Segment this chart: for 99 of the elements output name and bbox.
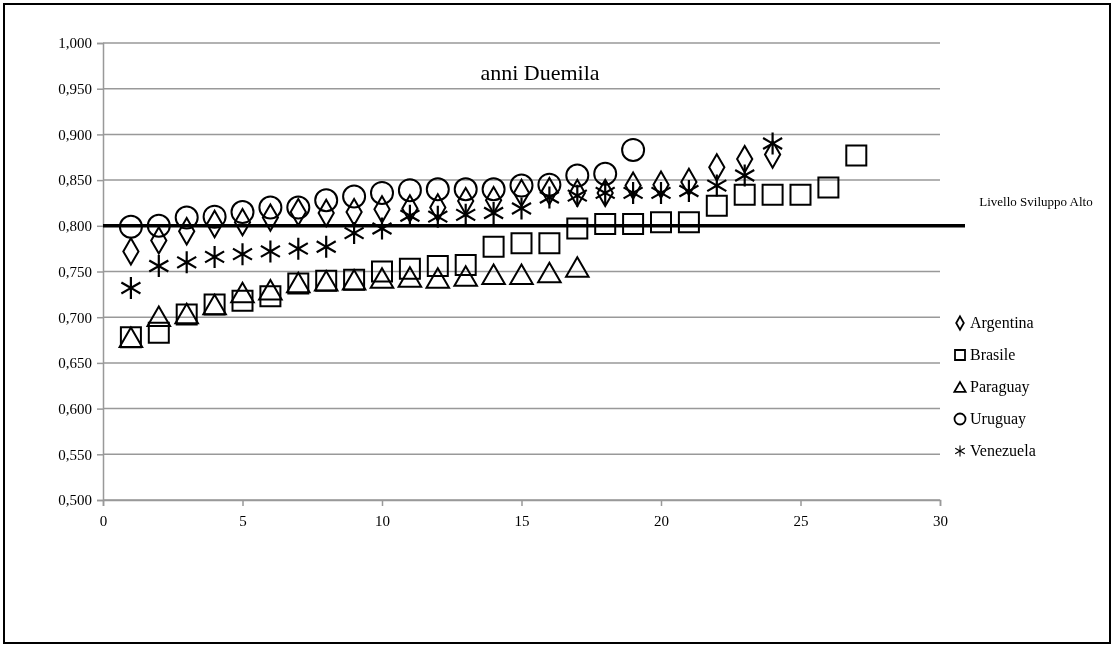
point: [481, 263, 506, 285]
point: [705, 194, 728, 217]
point: [371, 260, 393, 283]
point: [453, 177, 478, 202]
legend-label: Brasile: [970, 346, 1016, 363]
y-tick-label: 0,950: [58, 81, 92, 97]
point: [426, 255, 449, 278]
y-tick-label: 0,650: [58, 355, 92, 372]
y-tick-label: 0,500: [58, 492, 92, 509]
point: [593, 161, 618, 186]
point: [397, 178, 422, 203]
legend-label: Venezuela: [970, 442, 1036, 459]
point: [845, 144, 868, 167]
x-tick-label: 10: [375, 512, 390, 529]
point: [147, 321, 170, 344]
y-tick-label: 0,700: [58, 309, 92, 326]
point: [621, 137, 646, 162]
point: [594, 212, 617, 235]
point: [397, 266, 423, 288]
point: [481, 177, 506, 202]
point: [733, 183, 756, 206]
y-tick-label: 0,850: [58, 172, 92, 189]
point: [370, 180, 394, 205]
point: [622, 212, 645, 235]
x-tick-label: 5: [239, 512, 247, 529]
point: [427, 205, 448, 228]
ref-line-label: Livello Sviluppo Alto: [979, 193, 1093, 209]
legend-label: Argentina: [970, 314, 1034, 332]
text: anni Duemila: [480, 60, 600, 85]
point: [425, 177, 450, 202]
point: [565, 256, 590, 278]
x-tick-label: 30: [933, 512, 948, 529]
legend-label: Paraguay: [970, 378, 1030, 396]
point: [342, 184, 367, 209]
point: [118, 214, 143, 239]
point: [258, 279, 283, 301]
point: [761, 183, 784, 206]
point: [706, 174, 727, 197]
point: [817, 176, 840, 199]
point: [230, 281, 255, 304]
legend-label: Uruguay: [970, 410, 1026, 428]
point: [510, 232, 533, 255]
point: [259, 285, 282, 308]
point: [260, 240, 281, 263]
y-tick-label: 0,600: [58, 400, 92, 417]
point: [789, 183, 812, 206]
point: [176, 251, 197, 274]
x-tick-label: 0: [99, 512, 108, 529]
point: [566, 217, 589, 240]
point: [567, 184, 588, 207]
point: [623, 181, 644, 204]
x-tick-label: 25: [793, 512, 809, 529]
y-tick-label: 0,900: [58, 126, 92, 143]
x-tick-label: 15: [514, 512, 530, 529]
point: [539, 186, 560, 209]
y-tick-label: 0,750: [58, 263, 92, 280]
point: [369, 267, 395, 289]
point: [202, 204, 227, 229]
point: [230, 200, 255, 225]
point: [148, 255, 169, 278]
point: [258, 195, 283, 220]
point: [678, 180, 699, 203]
point: [232, 243, 253, 266]
point: [344, 222, 365, 245]
point: [146, 213, 171, 238]
point: [371, 217, 393, 240]
y-tick-label: 1,000: [58, 35, 92, 52]
point: [454, 254, 477, 277]
y-tick-label: 0,550: [58, 446, 92, 463]
point: [537, 261, 562, 284]
x-tick-label: 20: [654, 512, 669, 529]
point: [314, 188, 339, 213]
point: [425, 267, 451, 289]
point: [650, 211, 672, 234]
y-tick-label: 0,800: [58, 218, 92, 235]
point: [455, 203, 476, 226]
point: [120, 276, 141, 299]
point: [174, 205, 199, 230]
point: [204, 245, 225, 268]
point: [734, 164, 755, 187]
point: [399, 204, 420, 227]
point: [146, 305, 172, 328]
point: [316, 235, 337, 258]
point: [677, 211, 700, 234]
point: [650, 181, 672, 204]
point: [538, 232, 561, 255]
point: [511, 197, 532, 220]
point: [231, 289, 254, 312]
point: [537, 172, 562, 197]
point: [762, 132, 783, 155]
point: [398, 257, 421, 280]
point: [453, 265, 478, 287]
point: [288, 237, 309, 260]
point: [286, 195, 311, 220]
point: [509, 173, 534, 198]
point: [509, 263, 534, 285]
point: [483, 202, 504, 224]
point: [482, 235, 505, 258]
point: [565, 163, 590, 188]
